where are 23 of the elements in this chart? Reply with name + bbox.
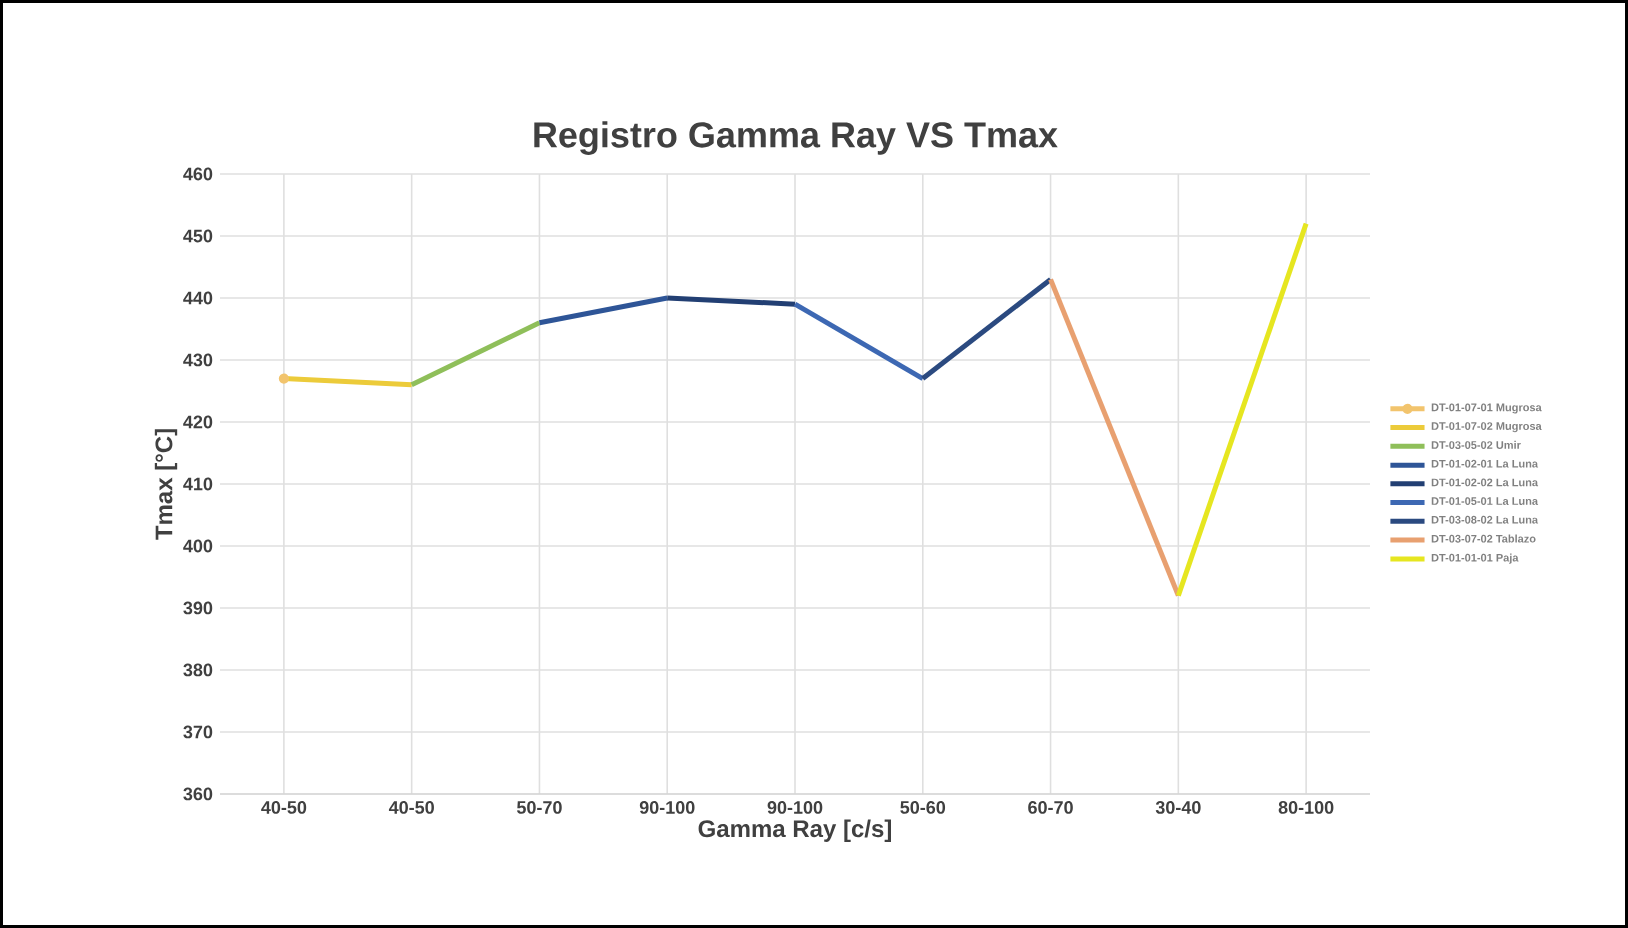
- x-tick-label: 80-100: [1278, 801, 1334, 814]
- y-tick-label: 420: [183, 415, 213, 429]
- x-tick-label: 30-40: [1155, 801, 1201, 814]
- x-tick-label: 50-60: [900, 801, 946, 814]
- x-tick-label: 40-50: [261, 801, 307, 814]
- y-tick-label: 460: [183, 167, 213, 181]
- y-tick-label: 380: [183, 663, 213, 677]
- y-tick-label: 370: [183, 725, 213, 739]
- y-tick-label: 360: [183, 787, 213, 801]
- chart-title: Registro Gamma Ray VS Tmax: [534, 121, 1058, 155]
- y-tick-label: 430: [183, 353, 213, 367]
- x-axis-title: Gamma Ray [c/s]: [698, 819, 891, 842]
- x-tick-label: 60-70: [1028, 801, 1073, 814]
- y-tick-label: 410: [183, 477, 213, 491]
- y-tick-label: 440: [183, 291, 213, 305]
- y-tick-label: 390: [183, 601, 213, 615]
- x-tick-label: 50-70: [517, 801, 562, 814]
- y-tick-label: 450: [183, 229, 213, 243]
- y-axis-title: Tmax [°C]: [154, 429, 178, 540]
- x-tick-label: 90-100: [767, 801, 823, 814]
- x-tick-label: 90-100: [639, 801, 695, 814]
- y-tick-label: 400: [183, 539, 213, 553]
- x-tick-label: 40-50: [388, 801, 434, 814]
